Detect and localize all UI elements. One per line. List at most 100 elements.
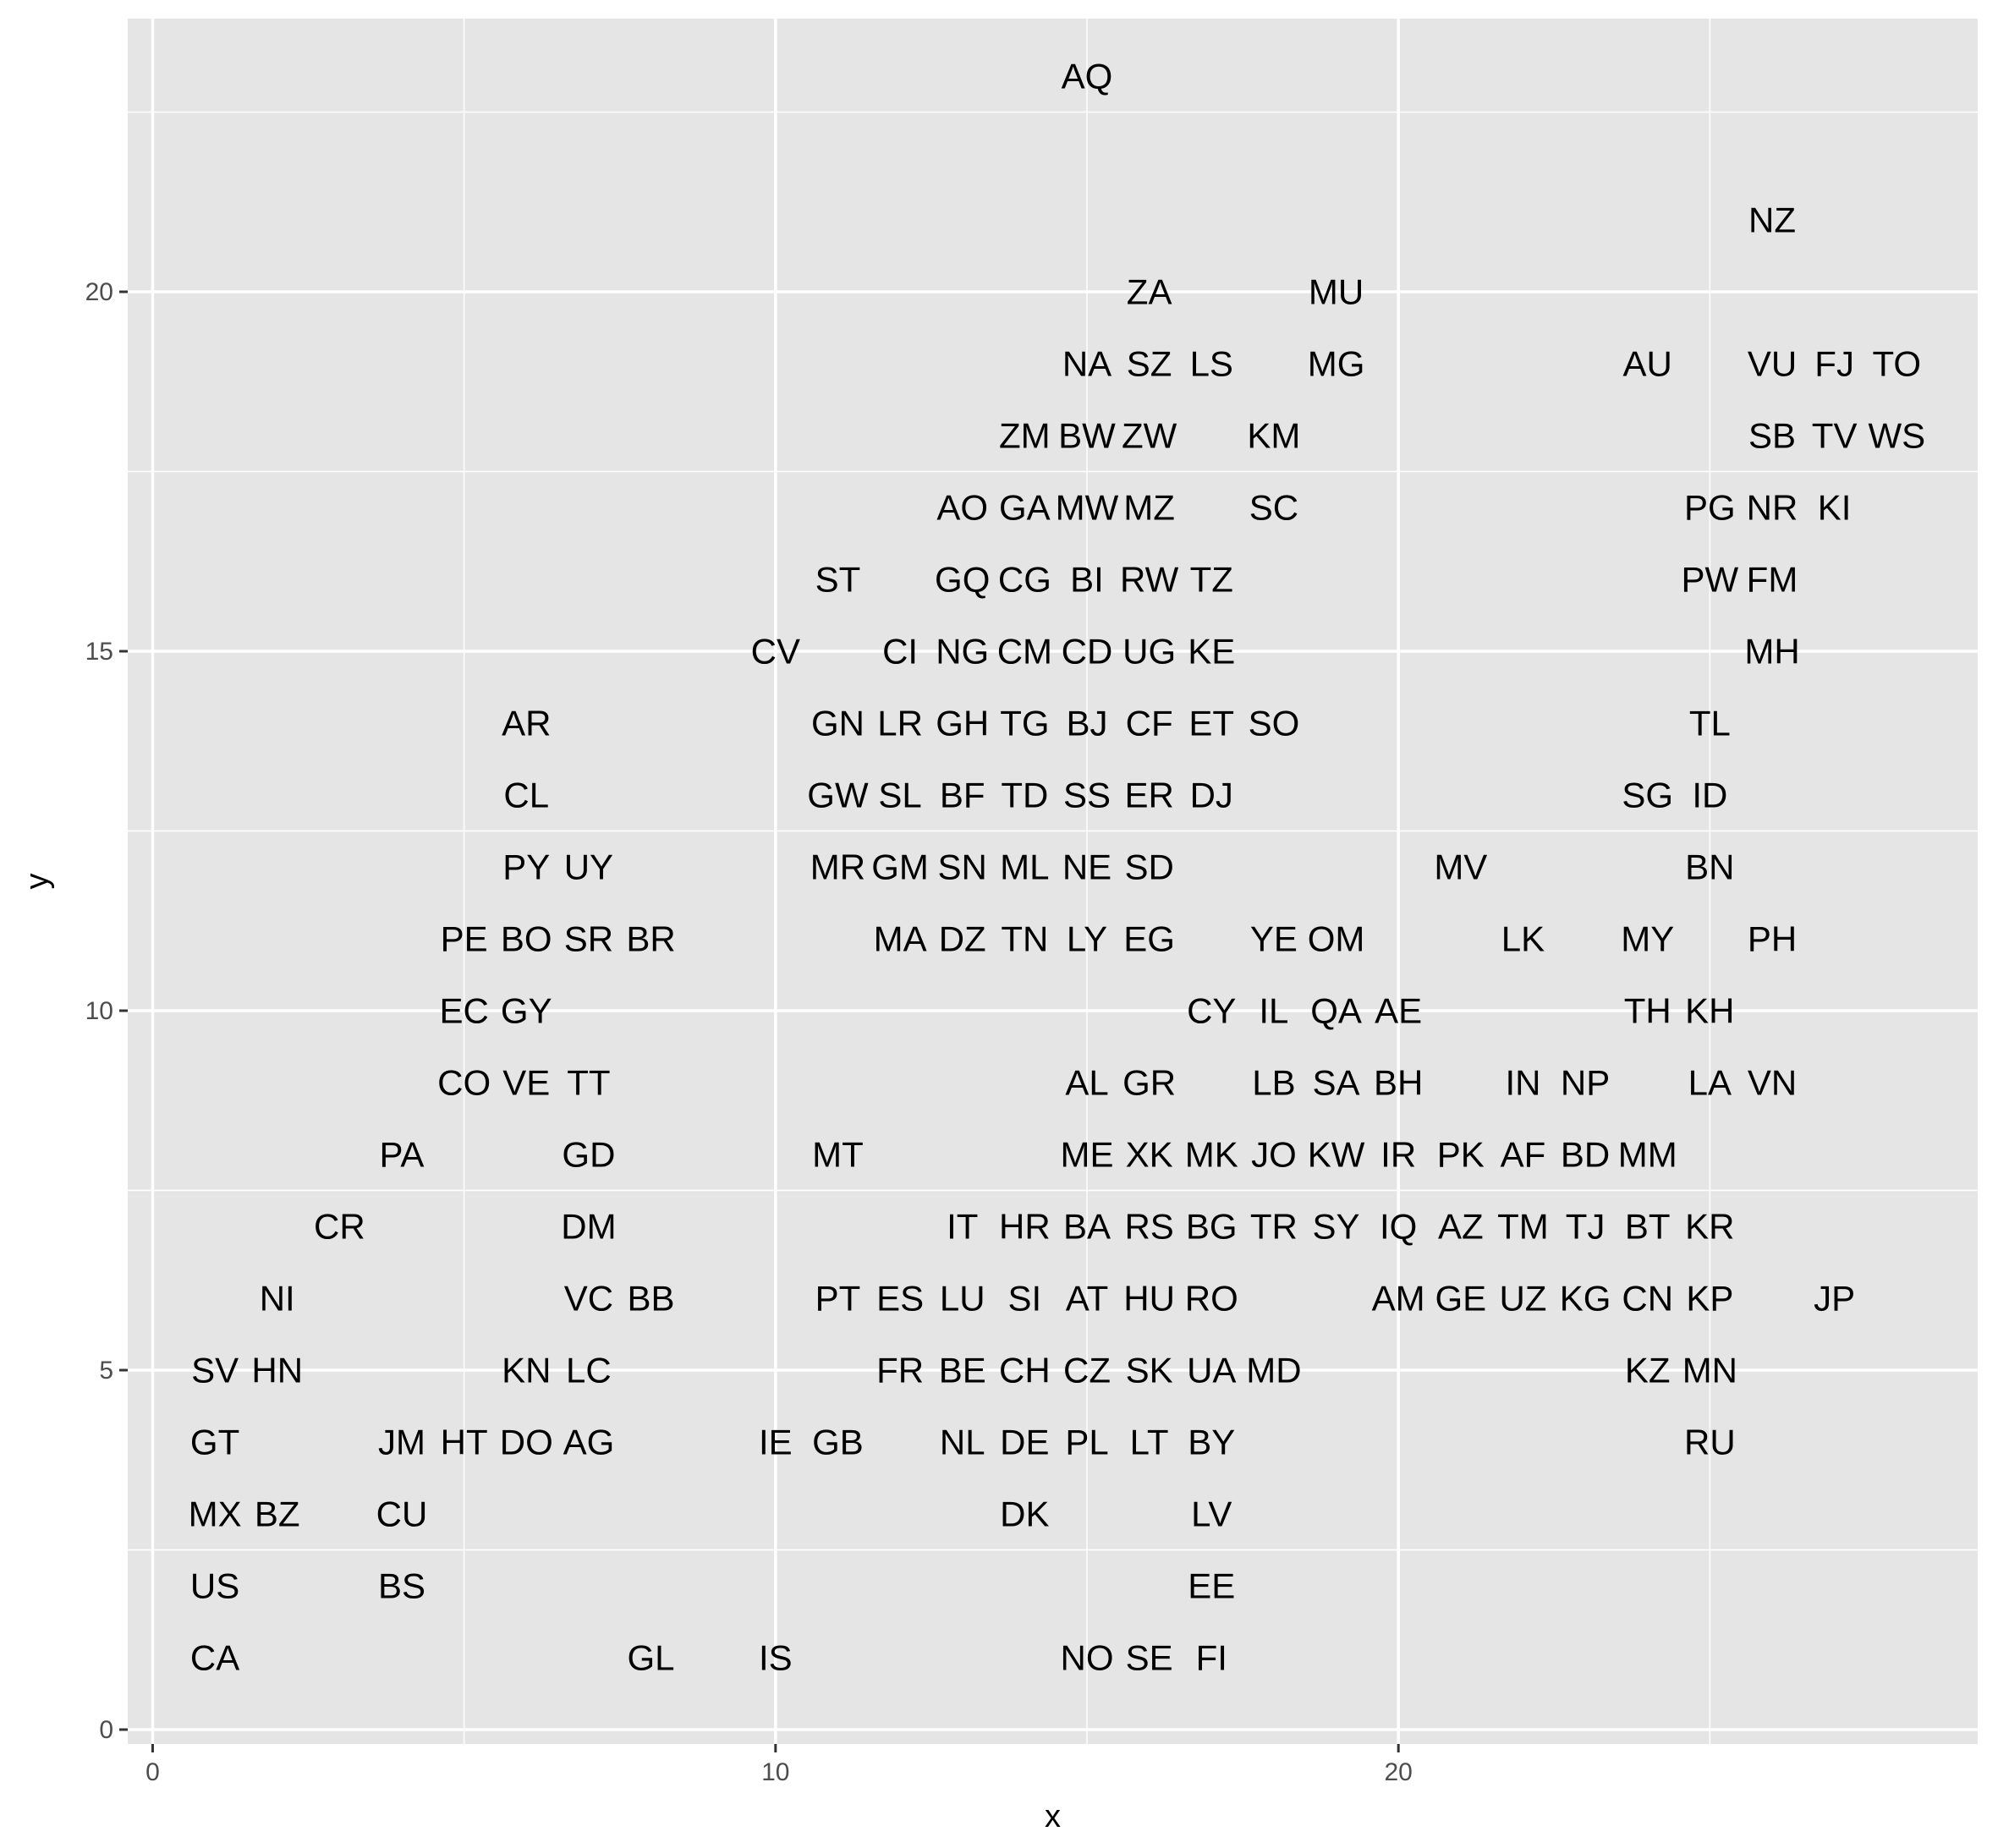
point-label-th: TH [1624, 991, 1671, 1031]
point-label-se: SE [1126, 1638, 1173, 1678]
point-label-ae: AE [1375, 991, 1422, 1031]
point-label-tn: TN [1001, 919, 1048, 959]
point-label-kn: KN [502, 1351, 551, 1390]
point-label-tj: TJ [1566, 1207, 1606, 1247]
point-label-jo: JO [1251, 1135, 1297, 1175]
plot-panel [128, 19, 1978, 1744]
point-label-dz: DZ [939, 919, 986, 959]
point-label-ie: IE [759, 1423, 793, 1462]
point-label-tg: TG [1000, 704, 1049, 743]
point-label-ci: CI [882, 632, 918, 672]
point-label-mk: MK [1185, 1135, 1238, 1175]
point-label-kr: KR [1685, 1207, 1734, 1247]
point-label-mh: MH [1744, 632, 1799, 672]
point-label-kw: KW [1308, 1135, 1365, 1175]
x-axis-title: x [1045, 1799, 1061, 1834]
point-label-ao: AO [936, 488, 988, 528]
point-label-km: KM [1247, 416, 1300, 456]
point-label-cf: CF [1126, 704, 1173, 743]
point-label-ni: NI [260, 1279, 295, 1319]
point-label-lv: LV [1191, 1494, 1232, 1534]
point-label-ec: EC [439, 991, 488, 1031]
point-label-tv: TV [1812, 416, 1858, 456]
point-label-ma: MA [874, 919, 927, 959]
point-label-fi: FI [1196, 1638, 1227, 1678]
point-label-ro: RO [1185, 1279, 1238, 1319]
point-label-ht: HT [441, 1423, 488, 1462]
point-label-au: AU [1623, 344, 1672, 384]
point-label-es: ES [876, 1279, 924, 1319]
point-label-rw: RW [1120, 560, 1179, 600]
point-label-nl: NL [940, 1423, 985, 1462]
point-label-kh: KH [1685, 991, 1734, 1031]
point-label-id: ID [1692, 776, 1727, 815]
point-label-de: DE [1000, 1423, 1049, 1462]
point-label-rs: RS [1124, 1207, 1173, 1247]
point-label-pt: PT [815, 1279, 861, 1319]
point-label-bf: BF [940, 776, 985, 815]
point-label-tl: TL [1689, 704, 1731, 743]
point-label-dk: DK [1000, 1494, 1049, 1534]
point-label-mx: MX [189, 1494, 242, 1534]
point-label-lb: LB [1252, 1063, 1295, 1103]
point-label-jp: JP [1814, 1279, 1855, 1319]
y-tick-label: 20 [85, 278, 113, 306]
point-label-so: SO [1249, 704, 1300, 743]
point-label-us: US [190, 1566, 239, 1606]
point-label-sg: SG [1622, 776, 1673, 815]
point-label-zw: ZW [1122, 416, 1177, 456]
point-label-lr: LR [877, 704, 923, 743]
point-label-by: BY [1188, 1423, 1235, 1462]
point-label-ls: LS [1190, 344, 1233, 384]
point-label-kg: KG [1560, 1279, 1611, 1319]
point-label-bi: BI [1070, 560, 1104, 600]
point-label-cn: CN [1622, 1279, 1673, 1319]
point-label-tr: TR [1250, 1207, 1298, 1247]
point-label-st: ST [815, 560, 861, 600]
point-label-ng: NG [936, 632, 989, 672]
point-label-sd: SD [1124, 847, 1173, 887]
point-label-tz: TZ [1190, 560, 1233, 600]
point-label-bz: BZ [255, 1494, 300, 1534]
point-label-cv: CV [751, 632, 800, 672]
point-label-sb: SB [1748, 416, 1796, 456]
point-label-lk: LK [1501, 919, 1545, 959]
point-label-kz: KZ [1625, 1351, 1671, 1390]
point-label-sz: SZ [1127, 344, 1172, 384]
point-label-be: BE [939, 1351, 986, 1390]
point-label-fm: FM [1747, 560, 1798, 600]
point-label-br: BR [626, 919, 675, 959]
point-label-bj: BJ [1066, 704, 1107, 743]
point-label-no: NO [1061, 1638, 1114, 1678]
point-label-ag: AG [563, 1423, 615, 1462]
point-label-ch: CH [999, 1351, 1051, 1390]
x-axis: 0 10 20 [145, 1744, 1413, 1786]
point-label-al: AL [1065, 1063, 1108, 1103]
point-label-mr: MR [810, 847, 865, 887]
point-label-bn: BN [1685, 847, 1734, 887]
y-axis: 0 5 10 15 20 [85, 278, 128, 1744]
point-label-cg: CG [998, 560, 1051, 600]
point-label-pl: PL [1065, 1423, 1108, 1462]
point-label-kp: KP [1686, 1279, 1733, 1319]
point-label-vu: VU [1748, 344, 1797, 384]
point-label-et: ET [1188, 704, 1234, 743]
point-label-cl: CL [503, 776, 549, 815]
point-label-lu: LU [940, 1279, 985, 1319]
point-label-gb: GB [812, 1423, 864, 1462]
point-label-za: ZA [1127, 272, 1172, 312]
y-tick-label: 0 [99, 1716, 113, 1744]
point-label-gn: GN [811, 704, 865, 743]
point-label-er: ER [1124, 776, 1173, 815]
point-label-ke: KE [1188, 632, 1235, 672]
point-label-ar: AR [502, 704, 551, 743]
point-label-bs: BS [378, 1566, 425, 1606]
point-label-co: CO [437, 1063, 491, 1103]
point-label-ye: YE [1250, 919, 1298, 959]
point-label-sa: SA [1313, 1063, 1360, 1103]
point-label-qa: QA [1310, 991, 1362, 1031]
point-label-bt: BT [1625, 1207, 1671, 1247]
point-label-ve: VE [502, 1063, 550, 1103]
point-label-do: DO [500, 1423, 553, 1462]
